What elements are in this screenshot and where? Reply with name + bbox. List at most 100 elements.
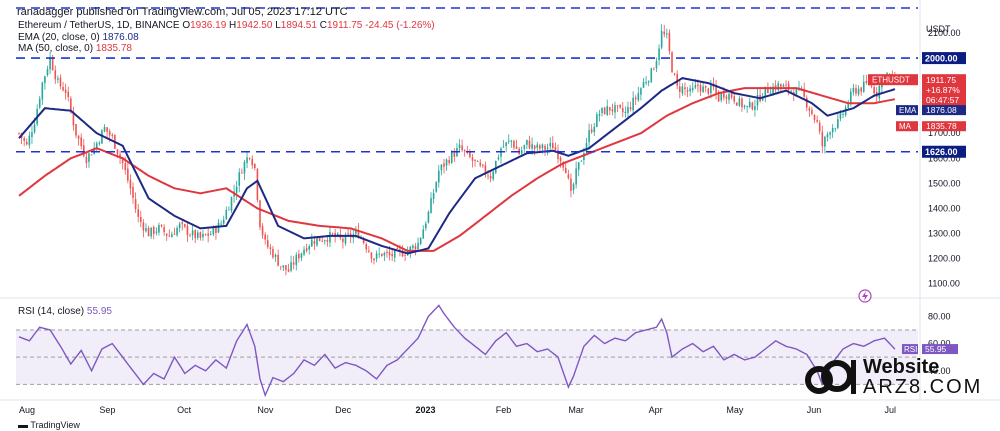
ma-legend[interactable]: MA (50, close, 0) 1835.78 [18,43,132,54]
candle-body [194,230,197,239]
candle-body [178,223,181,229]
candle-body [445,159,448,166]
candle-body [311,239,313,247]
candle-body [559,157,562,162]
candle-body [528,140,531,149]
candle-body [108,131,111,136]
candle-body [549,143,552,147]
level-tag [922,145,966,158]
candle-body [588,130,590,143]
candle-body [121,157,124,163]
indicator-name-tag [896,105,918,116]
level-tag-label: 2000.00 [925,54,958,64]
candle-body [189,235,191,237]
candle-body [448,160,450,164]
candle-body [678,86,681,92]
website-watermark: Website ARZ8.COM [805,356,985,400]
candle-body [23,138,25,141]
candle-body [70,98,72,112]
candle-body [624,111,627,114]
indicator-value-tag [922,121,966,132]
last-price-tag [922,74,966,108]
price-tags-layer: 2000.00 1626.00 ETHUSDT 1911.75+16.87%06:47… [858,52,966,355]
candle-body [129,179,132,189]
candle-body [831,127,834,133]
candle-body [552,143,554,149]
tradingview-icon: ▬ [18,420,28,431]
candle-body [754,106,756,110]
candle-body [660,30,663,48]
candle-body [751,102,754,110]
candle-body [816,119,818,122]
rsi-label: RSI (14, close) [18,306,85,317]
ma-value: 1835.78 [95,43,132,54]
candle-body [834,128,837,130]
candle-body [103,126,106,132]
candle-body [57,78,59,80]
candle-body [676,73,678,86]
candle-body [225,209,228,220]
candle-body [124,162,127,170]
symbol-legend[interactable]: Ethereum / TetherUS, 1D, BINANCE O1936.1… [18,20,435,31]
candle-body [176,228,178,236]
candle-body [51,57,54,71]
candle-body [852,87,855,93]
candle-body [821,131,824,147]
indicator-value-tag [922,105,966,116]
candle-body [743,105,746,107]
candle-body [106,127,108,132]
candle-body [62,87,64,91]
candle-body [217,222,220,233]
alert-lightning-icon [858,289,872,303]
candle-body [241,172,243,174]
open-label: O [182,20,191,31]
candle-body [331,233,334,235]
candle-body [621,108,624,113]
candle-body [769,92,772,94]
time-tick-label: Nov [257,405,274,415]
candle-body [746,106,748,107]
candle-body [546,147,549,149]
symbol-tag-label: ETHUSDT [872,76,910,85]
candle-body [567,174,570,179]
candle-body [691,87,694,90]
watermark-site: Website [863,356,940,378]
candle-body [826,134,829,138]
candle-body [191,230,194,236]
candle-body [704,85,707,88]
candle-body [137,209,140,217]
y-unit-label: USDT [926,24,951,34]
candle-body [67,91,70,98]
candle-body [435,182,438,192]
ema-legend[interactable]: EMA (20, close, 0) 1876.08 [18,32,139,43]
candle-body [422,229,425,239]
candle-body [290,262,292,271]
candle-body [583,153,585,160]
candle-body [533,145,536,149]
candle-body [707,88,710,94]
candle-body [507,140,510,142]
candle-body [484,165,487,175]
time-tick-label: Aug [19,405,35,415]
candle-body [355,230,357,234]
candle-body [235,186,238,193]
candle-body [733,96,736,102]
candle-body [634,97,637,100]
time-tick-label: Mar [568,405,584,415]
candle-body [31,132,33,138]
candle-body [619,105,621,108]
candle-body [357,230,360,238]
rsi-tick-label: 60.00 [928,339,951,349]
time-tick-label: Feb [496,405,512,415]
candle-body [603,107,606,115]
watermark-url: ARZ8.COM [863,376,983,398]
candle-body [824,136,826,147]
candle-body [347,233,349,235]
rsi-legend[interactable]: RSI (14, close) 55.95 [18,306,112,317]
candle-body [64,89,67,93]
candle-body [344,234,347,244]
candle-body [248,158,251,159]
tradingview-logo[interactable]: ▬ TradingView [18,420,80,431]
candle-body [261,226,264,236]
